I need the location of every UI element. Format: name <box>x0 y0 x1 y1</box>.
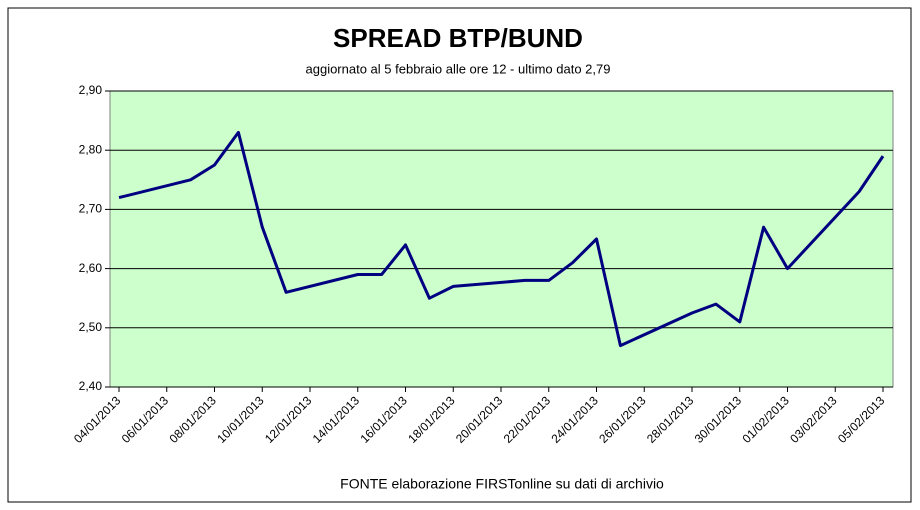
chart-subtitle: aggiornato al 5 febbraio alle ore 12 - u… <box>306 61 611 76</box>
y-tick-label: 2,50 <box>79 320 103 334</box>
y-tick-label: 2,90 <box>79 83 103 97</box>
data-line <box>118 130 885 348</box>
y-tick-label: 2,60 <box>79 261 103 275</box>
chart-title: SPREAD BTP/BUND <box>333 23 583 53</box>
y-tick-label: 2,40 <box>79 379 103 393</box>
y-tick-label: 2,80 <box>79 142 103 156</box>
y-tick-label: 2,70 <box>79 202 103 216</box>
plot-area <box>109 90 894 388</box>
x-axis-label: FONTE elaborazione FIRSTonline su dati d… <box>340 476 664 492</box>
